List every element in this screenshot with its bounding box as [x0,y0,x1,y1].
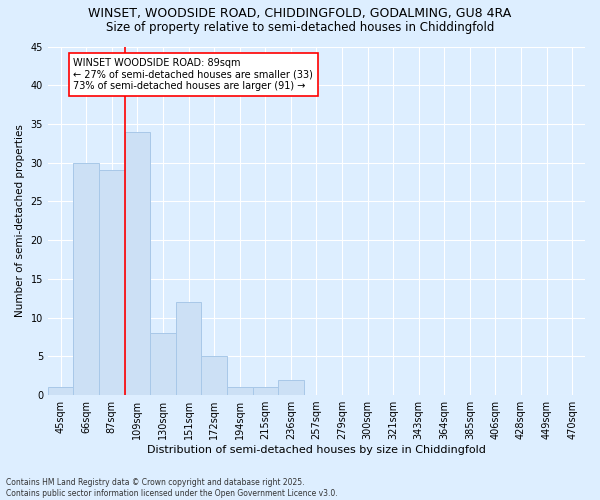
Text: WINSET WOODSIDE ROAD: 89sqm
← 27% of semi-detached houses are smaller (33)
73% o: WINSET WOODSIDE ROAD: 89sqm ← 27% of sem… [73,58,313,92]
Bar [227,388,253,395]
Text: WINSET, WOODSIDE ROAD, CHIDDINGFOLD, GODALMING, GU8 4RA: WINSET, WOODSIDE ROAD, CHIDDINGFOLD, GOD… [88,8,512,20]
Bar [278,380,304,395]
Bar [253,388,278,395]
Bar [48,388,73,395]
Bar [125,132,150,395]
Bar [176,302,202,395]
Bar [99,170,125,395]
Y-axis label: Number of semi-detached properties: Number of semi-detached properties [15,124,25,317]
Text: Contains HM Land Registry data © Crown copyright and database right 2025.
Contai: Contains HM Land Registry data © Crown c… [6,478,338,498]
Bar [73,162,99,395]
X-axis label: Distribution of semi-detached houses by size in Chiddingfold: Distribution of semi-detached houses by … [147,445,486,455]
Text: Size of property relative to semi-detached houses in Chiddingfold: Size of property relative to semi-detach… [106,21,494,34]
Bar [202,356,227,395]
Bar [150,333,176,395]
